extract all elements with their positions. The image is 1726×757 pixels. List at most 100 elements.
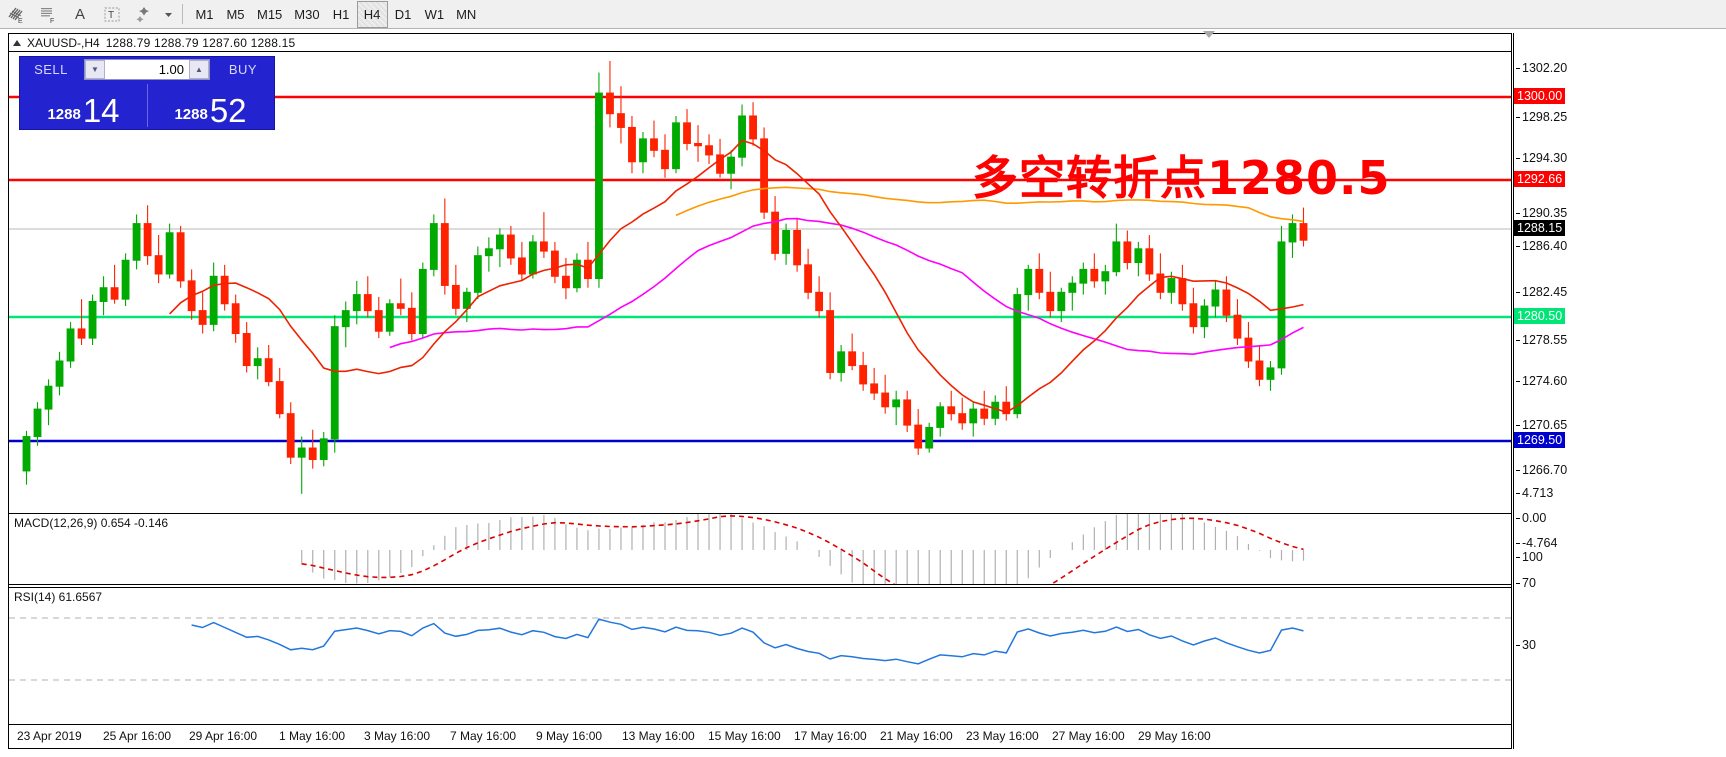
timeframe-h4[interactable]: H4 bbox=[356, 0, 388, 28]
price-scale[interactable]: 1302.20 1298.25 1294.30 1290.35 1286.40 1282.… bbox=[1513, 33, 1718, 749]
time-axis: 23 Apr 2019 25 Apr 16:00 29 Apr 16:00 1 May… bbox=[9, 724, 1511, 748]
candle-body bbox=[319, 438, 328, 460]
candle-body bbox=[617, 113, 625, 128]
price-tick-5: 1282.45 bbox=[1516, 285, 1567, 299]
candle-body bbox=[55, 360, 64, 387]
candle-body bbox=[407, 307, 416, 335]
candle-body bbox=[242, 333, 251, 367]
main-toolbar: E F A T M1 M5 M15 M30 H1 H4 D1 W1 MN bbox=[0, 0, 1726, 29]
volume-value[interactable]: 1.00 bbox=[158, 62, 184, 77]
symbol-info-bar: XAUUSD-,H4 1288.79 1288.79 1287.60 1288.… bbox=[9, 34, 1511, 52]
macd-subwindow[interactable]: MACD(12,26,9) 0.654 -0.146 bbox=[9, 513, 1511, 585]
candle-body bbox=[121, 259, 130, 300]
candle-body bbox=[143, 223, 152, 257]
time-label-4: 3 May 16:00 bbox=[364, 729, 431, 743]
objects-dropdown-caret-icon[interactable] bbox=[160, 1, 176, 28]
price-tag-1292-66: 1292.66 bbox=[1514, 171, 1566, 187]
candle-body bbox=[22, 436, 31, 472]
sell-button[interactable]: SELL bbox=[34, 62, 68, 77]
candle-body bbox=[88, 300, 97, 339]
ohlc-values: 1288.79 1288.79 1287.60 1288.15 bbox=[105, 35, 296, 50]
candle-body bbox=[639, 138, 647, 163]
candle-body bbox=[209, 275, 218, 325]
candle-body bbox=[595, 92, 603, 280]
candle-body bbox=[804, 264, 813, 293]
candle-body bbox=[99, 287, 108, 302]
candle-body bbox=[1288, 223, 1297, 243]
candle-body bbox=[936, 406, 945, 428]
candle-body bbox=[749, 115, 757, 140]
objects-icon[interactable] bbox=[128, 1, 160, 28]
candle-body bbox=[1266, 367, 1275, 380]
candle-body bbox=[1178, 278, 1187, 305]
time-label-3: 1 May 16:00 bbox=[279, 729, 346, 743]
candle-body bbox=[1112, 241, 1121, 273]
timeframe-d1[interactable]: D1 bbox=[394, 6, 412, 22]
timeframe-m30[interactable]: M30 bbox=[294, 6, 320, 22]
rsi-tick-2: 30 bbox=[1516, 638, 1536, 652]
time-label-8: 15 May 16:00 bbox=[708, 729, 781, 743]
candle-body bbox=[1024, 268, 1033, 296]
rsi-subwindow[interactable]: RSI(14) 61.6567 bbox=[9, 587, 1511, 695]
indicators-list-icon[interactable]: F bbox=[32, 1, 64, 28]
timeframe-h1[interactable]: H1 bbox=[332, 6, 350, 22]
candle-body bbox=[881, 392, 890, 408]
expert-advisors-icon[interactable]: E bbox=[0, 1, 32, 28]
candle-body bbox=[385, 303, 394, 332]
macd-signal-line bbox=[301, 515, 1304, 584]
candle-body bbox=[1057, 291, 1066, 312]
timeframe-mn[interactable]: MN bbox=[456, 6, 477, 22]
candle-body bbox=[694, 142, 702, 147]
candle-body bbox=[176, 232, 185, 282]
volume-decrease-icon[interactable]: ▼ bbox=[85, 60, 105, 79]
candle-body bbox=[418, 268, 427, 335]
candle-body bbox=[132, 223, 141, 261]
candle-body bbox=[286, 413, 295, 458]
macd-svg bbox=[301, 514, 1305, 584]
rsi-tick-1: 70 bbox=[1516, 576, 1536, 590]
timeframe-m5[interactable]: M5 bbox=[226, 6, 245, 22]
candle-body bbox=[683, 122, 691, 144]
candle-body bbox=[958, 413, 967, 424]
chart-annotation-text: 多空转折点1280.5 bbox=[972, 151, 1391, 205]
text-box-icon[interactable]: T bbox=[96, 1, 128, 28]
scale-axis-line bbox=[1513, 33, 1514, 749]
candle-body bbox=[451, 284, 460, 309]
time-label-0: 23 Apr 2019 bbox=[17, 729, 82, 743]
collapse-triangle-icon[interactable] bbox=[13, 39, 21, 46]
candle-body bbox=[363, 294, 372, 312]
timeframe-w1[interactable]: W1 bbox=[424, 6, 445, 22]
buy-button[interactable]: BUY bbox=[228, 62, 258, 77]
one-click-trading-panel[interactable]: SELL ▼ 1.00 ▲ BUY 1288 14 1288 52 bbox=[19, 56, 275, 130]
timeframe-m15[interactable]: M15 bbox=[257, 6, 283, 22]
candle-body bbox=[1211, 289, 1220, 307]
volume-stepper[interactable]: ▼ 1.00 ▲ bbox=[84, 59, 210, 80]
timeframe-m1[interactable]: M1 bbox=[195, 6, 214, 22]
window-collapse-caret-icon[interactable] bbox=[1203, 31, 1215, 38]
price-tick-0: 1302.20 bbox=[1516, 61, 1567, 75]
time-label-1: 25 Apr 16:00 bbox=[103, 729, 172, 743]
buy-price-prefix: 1288 bbox=[174, 106, 208, 123]
buy-price[interactable]: 1288 52 bbox=[147, 82, 274, 129]
trade-panel-quotes: 1288 14 1288 52 bbox=[20, 82, 274, 129]
candle-body bbox=[705, 145, 713, 156]
text-label-icon[interactable]: A bbox=[74, 5, 85, 23]
ma-red-line bbox=[169, 139, 1304, 414]
candle-body bbox=[562, 275, 570, 289]
volume-increase-icon[interactable]: ▲ bbox=[189, 60, 209, 79]
candle-body bbox=[980, 408, 989, 419]
candle-body bbox=[33, 408, 42, 438]
candle-body bbox=[672, 122, 680, 170]
candle-body bbox=[77, 328, 86, 339]
price-plot-area[interactable] bbox=[9, 53, 1511, 511]
candle-body bbox=[837, 351, 846, 373]
time-label-5: 7 May 16:00 bbox=[450, 729, 517, 743]
time-label-2: 29 Apr 16:00 bbox=[189, 729, 258, 743]
candle-body bbox=[1222, 289, 1231, 316]
candle-body bbox=[606, 92, 614, 115]
price-tick-4: 1286.40 bbox=[1516, 239, 1567, 253]
sell-price[interactable]: 1288 14 bbox=[20, 82, 147, 129]
candle-body bbox=[1277, 241, 1286, 369]
candle-body bbox=[440, 223, 449, 286]
candle-body bbox=[771, 211, 779, 254]
